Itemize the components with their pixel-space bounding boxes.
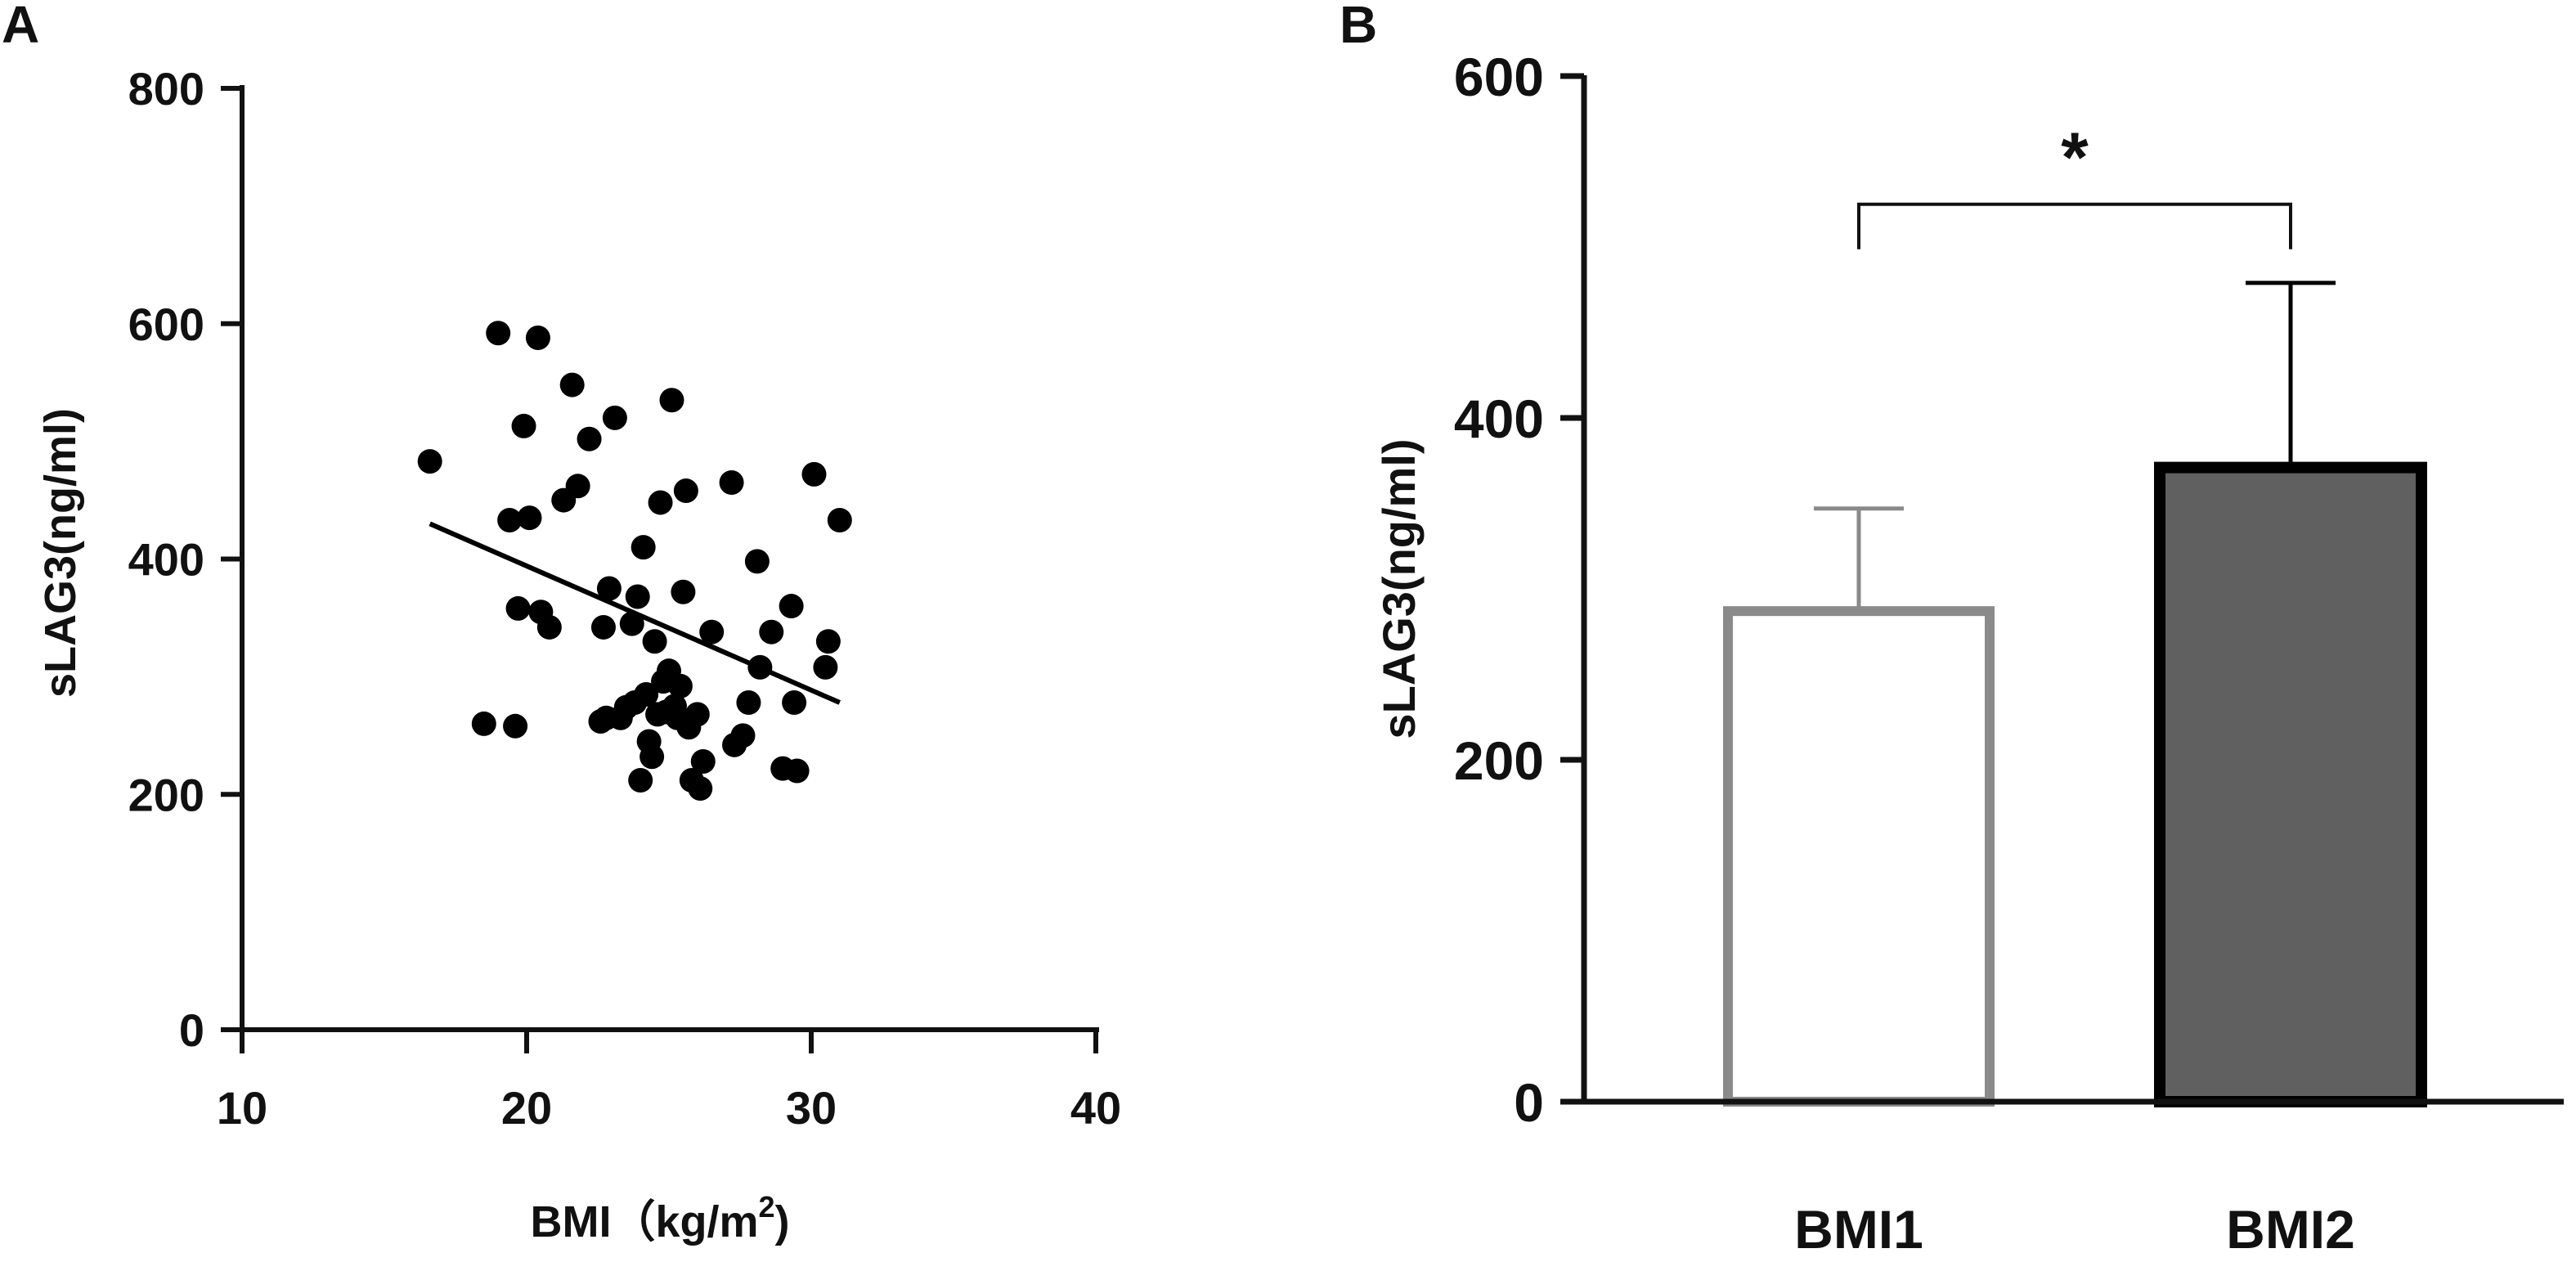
scatter-point-6: [511, 413, 536, 438]
significance-bracket: *: [1857, 119, 2292, 249]
scatter-point-29: [640, 744, 665, 770]
scatter-point-27: [634, 681, 659, 707]
scatter-point-24: [625, 584, 650, 609]
scatter-point-10: [536, 614, 562, 640]
scatter-x-axis-title-main: BMI: [530, 1197, 611, 1246]
scatter-plot-area: [417, 321, 852, 802]
scatter-point-56: [779, 594, 804, 619]
scatter-point-0: [417, 449, 442, 474]
scatter-point-44: [684, 702, 710, 727]
scatter-point-57: [782, 690, 807, 716]
scatter-panel: 0 200 400 600 800 10 20 30 40 sLAG3(ng/ml) BMI（…: [36, 63, 1121, 1246]
scatter-point-30: [642, 629, 667, 654]
significance-star: *: [2061, 119, 2089, 197]
scatter-x-axis-title: BMI（kg/m2): [530, 1190, 789, 1246]
bar-y-ticks: 0 200 400 600: [1454, 47, 1584, 1133]
scatter-x-tick-label-2: 30: [786, 1082, 837, 1134]
scatter-point-39: [667, 673, 693, 698]
bar-y-tick-label-2: 400: [1454, 388, 1544, 449]
scatter-point-8: [525, 326, 550, 351]
scatter-point-61: [815, 629, 841, 654]
scatter-x-ticks: 10 20 30 40: [217, 1030, 1121, 1134]
scatter-point-48: [719, 469, 744, 495]
x-axis-title-paren-close: ): [775, 1197, 790, 1246]
scatter-point-59: [801, 461, 827, 487]
scatter-point-47: [699, 619, 725, 644]
bar-panel: 0 200 400 600 BMI1 BMI2 sLAG3(ng/ml) *: [1373, 47, 2564, 1260]
scatter-point-51: [736, 690, 761, 716]
panel-b-label: B: [1340, 0, 1377, 54]
bar-plot-area: [1723, 281, 2427, 1107]
scatter-point-7: [517, 505, 542, 531]
scatter-point-1: [471, 711, 496, 736]
scatter-point-40: [671, 579, 696, 604]
scatter-y-axis-title: sLAG3(ng/ml): [36, 408, 85, 698]
scatter-point-36: [659, 388, 684, 413]
scatter-x-axis-title-sup: 2: [759, 1190, 775, 1224]
scatter-point-54: [759, 619, 784, 644]
panel-a-label: A: [2, 0, 39, 54]
scatter-x-tick-label-1: 20: [501, 1082, 552, 1134]
scatter-point-25: [628, 767, 653, 793]
scatter-point-62: [827, 508, 852, 533]
scatter-point-60: [813, 654, 838, 680]
scatter-x-tick-label-0: 10: [217, 1082, 267, 1134]
scatter-point-2: [486, 321, 511, 346]
scatter-x-axis-title-unit: kg/m: [655, 1197, 758, 1246]
scatter-point-18: [596, 576, 622, 601]
scatter-x-tick-label-3: 40: [1070, 1082, 1121, 1134]
scatter-point-26: [631, 535, 656, 560]
scatter-point-16: [590, 614, 616, 640]
scatter-point-12: [559, 372, 585, 397]
bar-bmi2: [2154, 461, 2427, 1107]
bar-y-tick-label-0: 0: [1514, 1072, 1544, 1133]
scatter-y-tick-label-2: 400: [128, 534, 204, 586]
bar-y-tick-label-1: 200: [1454, 730, 1544, 791]
bar-y-axis-title: sLAG3(ng/ml): [1373, 438, 1425, 739]
bar-x-tick-label-1: BMI2: [2226, 1199, 2355, 1260]
scatter-point-22: [619, 611, 644, 636]
bar-x-ticks: BMI1 BMI2: [1794, 1199, 2355, 1260]
scatter-point-50: [730, 723, 756, 748]
x-axis-title-paren: （: [611, 1197, 655, 1246]
scatter-point-4: [503, 713, 528, 739]
scatter-point-19: [602, 405, 627, 430]
scatter-point-5: [505, 595, 531, 621]
scatter-y-ticks: 0 200 400 600 800: [128, 63, 242, 1056]
significance-bracket-line: [1857, 202, 2292, 249]
scatter-point-41: [673, 478, 698, 504]
scatter-y-tick-label-4: 800: [128, 63, 204, 115]
bar-bmi1: [1723, 606, 1995, 1107]
scatter-y-tick-label-3: 600: [128, 299, 204, 350]
scatter-point-32: [648, 490, 673, 515]
scatter-point-58: [784, 758, 810, 784]
scatter-point-52: [744, 549, 770, 574]
regression-line: [429, 521, 841, 705]
scatter-point-13: [565, 474, 590, 499]
scatter-point-45: [688, 776, 713, 802]
scatter-point-3: [497, 508, 523, 533]
scatter-y-tick-label-1: 200: [128, 769, 204, 820]
bar-x-tick-label-0: BMI1: [1794, 1199, 1923, 1260]
scatter-point-46: [690, 748, 716, 774]
scatter-y-tick-label-0: 0: [179, 1004, 204, 1056]
bar-y-tick-label-3: 600: [1454, 47, 1544, 107]
scatter-point-14: [577, 426, 602, 451]
